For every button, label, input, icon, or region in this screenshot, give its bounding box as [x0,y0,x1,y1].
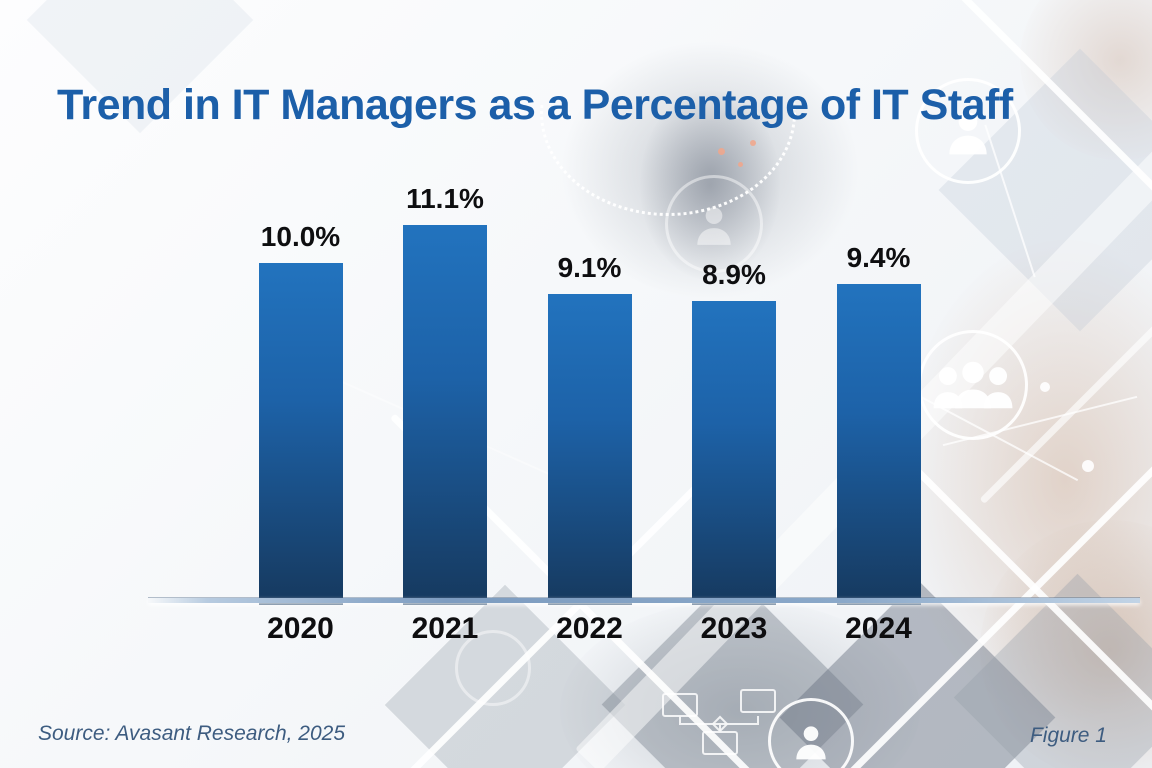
person-node-icon [768,698,854,768]
x-axis-label: 2020 [267,612,334,645]
bar-value-label: 11.1% [406,183,484,214]
sparkle-dot [738,162,743,167]
computer-network-icon [655,688,785,763]
person-network-icon [915,78,1021,184]
person-node-icon [665,175,763,273]
source-note: Source: Avasant Research, 2025 [38,722,346,745]
photo-wash-bottom-middle [560,600,920,768]
figure-label: Figure 1 [1029,724,1107,747]
chart-title: Trend in IT Managers as a Percentage of … [57,80,1013,129]
bar-value-label: 9.4% [846,242,911,273]
bar-2023 [692,301,776,605]
network-node [1082,460,1094,472]
bar-2024 [836,284,921,605]
x-axis-baseline [148,598,1140,603]
x-axis-label: 2024 [845,612,912,645]
bar-value-label: 9.1% [557,252,622,283]
sparkle-dot [718,148,725,155]
bar-2020 [258,263,343,605]
x-axis-label: 2023 [700,612,768,645]
sparkle-dot [750,140,756,146]
bar-value-label: 8.9% [702,259,766,290]
bar-2021 [403,225,487,605]
x-axis-label: 2022 [556,612,623,645]
bar-value-label: 10.0% [260,221,341,252]
network-circle [455,630,531,706]
x-axis-label: 2021 [411,612,479,645]
bar-2022 [547,294,632,605]
network-node [1040,382,1050,392]
